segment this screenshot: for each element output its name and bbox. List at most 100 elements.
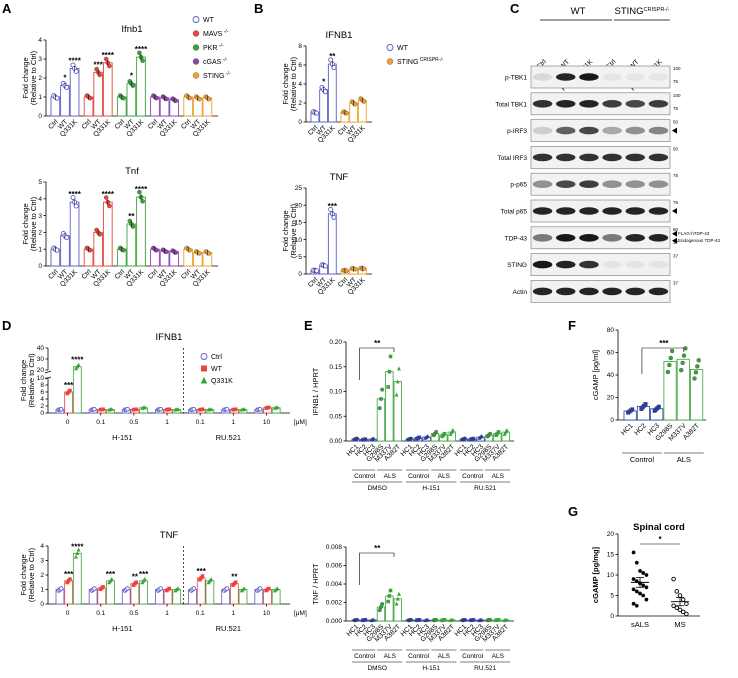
data-point	[641, 571, 646, 575]
y-tick-label: 0.006	[326, 563, 343, 570]
data-point	[266, 586, 271, 591]
data-point	[158, 586, 163, 591]
legend-marker	[200, 353, 208, 360]
data-point	[496, 618, 501, 622]
data-point	[631, 587, 636, 592]
data-point	[387, 369, 392, 374]
chart-title: Spinal cord	[633, 522, 685, 533]
data-point	[70, 195, 76, 201]
data-point	[173, 98, 179, 104]
category-label: HC1	[620, 422, 635, 437]
data-point	[363, 437, 368, 441]
y-tick-label: 20	[607, 531, 615, 538]
data-point	[167, 407, 172, 412]
bar	[60, 85, 70, 117]
subgroup-label: Control	[462, 473, 484, 480]
significance-label: ****	[102, 51, 115, 60]
y-tick-label: 0.15	[329, 364, 342, 371]
blot-band	[625, 260, 645, 269]
subgroup-label: Control	[408, 653, 430, 660]
data-point	[206, 96, 212, 102]
y-axis-label: Fold change	[281, 210, 290, 251]
y-axis-label: (Relative to Ctrl)	[29, 50, 38, 105]
category-label: HC2	[633, 422, 648, 437]
data-point	[388, 354, 393, 359]
x-tick-label: 0.1	[96, 419, 105, 426]
chart-title: IFNB1	[156, 332, 183, 343]
data-point	[140, 58, 145, 63]
group-label: Control	[630, 455, 655, 464]
blot-strip	[530, 280, 671, 303]
data-point	[107, 203, 112, 209]
data-point	[425, 617, 430, 622]
y-tick-label: 0.000	[326, 618, 343, 625]
y-tick-label: 5	[38, 179, 42, 186]
bar	[327, 213, 337, 275]
data-point	[275, 586, 280, 591]
significance-label: ***	[64, 381, 74, 390]
group-label-sting: STINGCRISPR-/-	[614, 6, 669, 17]
blot-band	[556, 126, 576, 135]
blot-band	[579, 207, 599, 215]
x-tick-label: 0.5	[129, 419, 138, 426]
significance-label: ****	[135, 45, 148, 54]
data-point	[92, 407, 97, 412]
bar	[357, 99, 367, 123]
blot-band	[648, 287, 669, 296]
y-axis-label: Fold change	[19, 554, 28, 595]
data-point	[363, 618, 368, 622]
blot-band	[532, 234, 553, 242]
bar	[690, 368, 704, 421]
bar	[393, 598, 402, 622]
data-point	[352, 266, 358, 272]
axis-break	[44, 370, 52, 374]
mw-marker: 100	[673, 93, 681, 98]
data-point	[344, 268, 349, 274]
y-tick-label: 0	[610, 417, 614, 424]
axis-break	[44, 376, 52, 380]
blot-band	[579, 287, 599, 296]
significance-label: **	[132, 573, 139, 582]
y-tick-label: 4	[38, 196, 42, 203]
chart-title: TNF	[160, 530, 179, 541]
blot-label: p-IRF3	[507, 128, 527, 135]
significance-label: ****	[135, 185, 148, 194]
data-point	[680, 609, 686, 615]
y-tick-label: 60	[607, 350, 615, 357]
y-axis-label: (Relative to Ctrl)	[29, 196, 38, 251]
unit-label: [μM]	[294, 610, 307, 617]
data-point	[434, 617, 439, 622]
data-point	[73, 203, 79, 209]
data-point	[242, 586, 247, 591]
panel-letter: D	[2, 318, 11, 333]
data-point	[386, 599, 390, 604]
y-tick-label: 2	[40, 403, 44, 410]
y-tick-label: 2	[38, 75, 42, 82]
data-point	[76, 362, 81, 367]
data-point	[163, 249, 169, 255]
data-point	[669, 348, 675, 354]
legend-label: Q331K	[211, 378, 233, 385]
subgroup-label: ALS	[492, 653, 505, 660]
data-point	[677, 607, 683, 613]
y-axis-label: (Relative to Ctrl)	[27, 353, 36, 408]
data-point	[680, 597, 686, 602]
significance-label: *	[63, 74, 67, 83]
blot-band	[579, 153, 599, 162]
data-point	[209, 407, 214, 412]
blot-band	[532, 100, 553, 108]
legend-superscript: -/-	[217, 43, 223, 49]
blot-band	[625, 180, 645, 188]
data-point	[409, 617, 413, 622]
panel-letter: F	[568, 318, 576, 333]
significance-label: **	[329, 52, 336, 61]
data-point	[54, 247, 60, 253]
arrowhead-icon	[672, 127, 677, 134]
x-tick-label: 0.1	[196, 610, 205, 617]
blot-band	[556, 180, 576, 188]
group-superscript: CRISPR-/-	[644, 7, 670, 13]
blot-band	[532, 287, 553, 296]
blot-band	[556, 73, 576, 81]
blot-band	[625, 153, 645, 162]
